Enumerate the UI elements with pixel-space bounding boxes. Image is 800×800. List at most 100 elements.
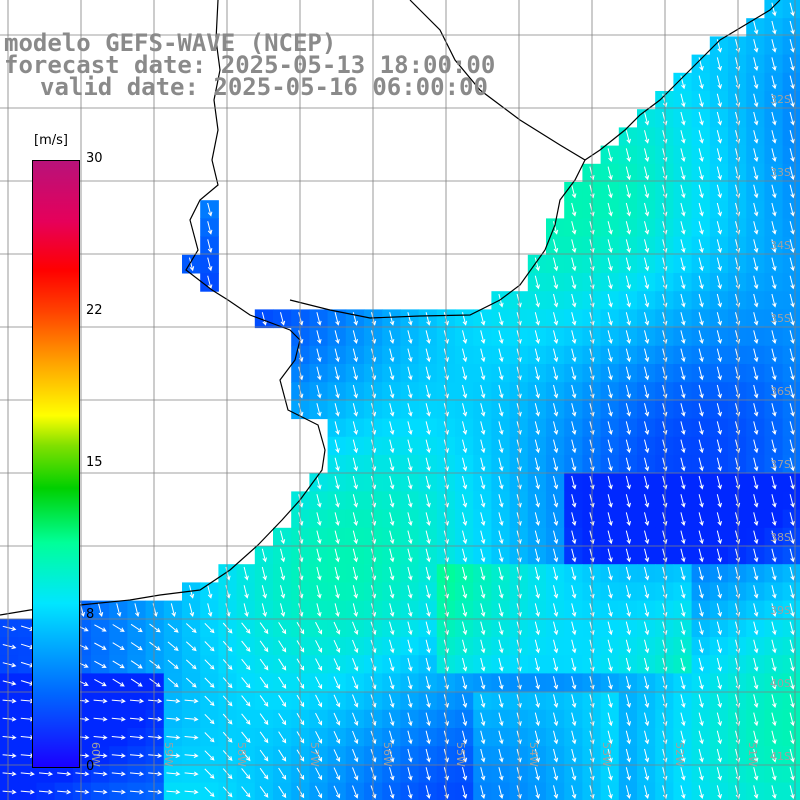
wind-arrow bbox=[607, 548, 613, 563]
wind-arrow bbox=[389, 366, 395, 381]
lon-label: 55W bbox=[454, 742, 467, 767]
wind-arrow bbox=[334, 348, 340, 363]
wind-arrow bbox=[716, 166, 722, 181]
wind-arrow bbox=[462, 475, 468, 490]
wind-arrow bbox=[589, 566, 595, 581]
wind-arrow bbox=[425, 621, 431, 636]
wind-arrow bbox=[680, 184, 686, 199]
wind-arrow bbox=[498, 548, 504, 563]
wind-arrow bbox=[407, 348, 413, 363]
wind-arrow bbox=[771, 621, 777, 636]
wind-arrow bbox=[407, 712, 413, 727]
wind-arrow bbox=[571, 184, 577, 199]
wind-arrow bbox=[625, 494, 631, 508]
wind-arrow bbox=[698, 676, 704, 690]
wind-arrow bbox=[167, 641, 179, 651]
wind-arrow bbox=[589, 530, 595, 545]
wind-arrow bbox=[571, 275, 577, 290]
wind-arrow bbox=[534, 275, 540, 290]
wind-arrow bbox=[204, 659, 215, 670]
wind-arrow bbox=[589, 548, 595, 563]
wind-arrow bbox=[571, 639, 577, 654]
wind-arrow bbox=[589, 475, 595, 490]
wind-arrow bbox=[189, 603, 195, 618]
wind-arrow bbox=[241, 713, 251, 725]
wind-arrow bbox=[698, 512, 704, 527]
wind-arrow bbox=[571, 293, 577, 308]
wind-arrow bbox=[352, 712, 359, 726]
wind-arrow bbox=[698, 439, 704, 454]
wind-arrow bbox=[753, 20, 759, 35]
wind-arrow bbox=[315, 621, 323, 635]
wind-arrow bbox=[680, 548, 686, 563]
wind-arrow bbox=[185, 677, 197, 688]
wind-arrow bbox=[534, 748, 540, 763]
wind-arrow bbox=[553, 512, 559, 527]
wind-arrow bbox=[644, 221, 650, 235]
wind-arrow bbox=[680, 512, 686, 527]
wind-arrow bbox=[278, 694, 287, 708]
wind-arrow bbox=[680, 676, 686, 690]
wind-arrow bbox=[462, 712, 468, 727]
lon-label: 51W bbox=[746, 742, 759, 767]
wind-arrow bbox=[534, 512, 540, 527]
wind-arrow bbox=[571, 785, 577, 800]
wind-arrow bbox=[571, 403, 577, 417]
wind-arrow bbox=[716, 93, 722, 108]
wind-arrow bbox=[333, 749, 341, 763]
wind-arrow bbox=[680, 748, 686, 763]
wind-arrow bbox=[553, 257, 559, 272]
wind-arrow bbox=[20, 789, 35, 795]
wind-arrow bbox=[241, 622, 251, 634]
wind-arrow bbox=[316, 530, 322, 545]
wind-arrow bbox=[644, 785, 650, 800]
wind-arrow bbox=[498, 457, 504, 472]
wind-arrow bbox=[241, 731, 251, 744]
wind-arrow bbox=[753, 421, 759, 436]
wind-arrow bbox=[698, 293, 704, 308]
wind-arrow bbox=[241, 786, 251, 798]
wind-arrow bbox=[480, 748, 486, 763]
wind-arrow bbox=[116, 603, 122, 618]
wind-arrow bbox=[753, 712, 759, 727]
wind-arrow bbox=[352, 475, 358, 490]
wind-arrow bbox=[625, 475, 631, 490]
wind-arrow bbox=[315, 640, 323, 653]
wind-arrow bbox=[389, 548, 395, 563]
wind-arrow bbox=[644, 494, 650, 508]
wind-arrow bbox=[553, 494, 559, 508]
wind-arrow bbox=[698, 785, 704, 800]
wind-arrow bbox=[130, 642, 143, 651]
wind-arrow bbox=[184, 735, 199, 740]
wind-arrow bbox=[771, 421, 777, 436]
wind-arrow bbox=[2, 698, 17, 704]
wind-arrow bbox=[644, 275, 650, 290]
wind-arrow bbox=[589, 384, 595, 399]
wind-arrow bbox=[498, 767, 504, 781]
wind-arrow bbox=[407, 530, 413, 545]
wind-arrow bbox=[261, 603, 267, 618]
wind-arrow bbox=[480, 712, 486, 727]
wind-arrow bbox=[130, 623, 143, 633]
wind-arrow bbox=[698, 166, 704, 181]
wind-arrow bbox=[698, 57, 704, 72]
wind-arrow bbox=[462, 694, 468, 709]
wind-arrow bbox=[607, 475, 613, 490]
wind-arrow bbox=[789, 57, 795, 72]
wind-arrow bbox=[680, 202, 686, 217]
wind-arrow bbox=[75, 771, 90, 777]
wind-arrow bbox=[680, 657, 686, 672]
wind-arrow bbox=[111, 698, 126, 704]
wind-arrow bbox=[352, 457, 358, 472]
wind-arrow bbox=[789, 93, 795, 108]
wind-arrow bbox=[607, 657, 613, 672]
wind-arrow bbox=[480, 366, 486, 381]
wind-arrow bbox=[589, 421, 595, 436]
wind-arrow bbox=[129, 789, 145, 795]
wind-arrow bbox=[534, 566, 540, 581]
wind-arrow bbox=[316, 384, 322, 399]
wind-arrow bbox=[789, 767, 795, 781]
wind-arrow bbox=[753, 512, 759, 527]
wind-arrow bbox=[753, 202, 759, 217]
wind-arrow bbox=[698, 730, 704, 745]
